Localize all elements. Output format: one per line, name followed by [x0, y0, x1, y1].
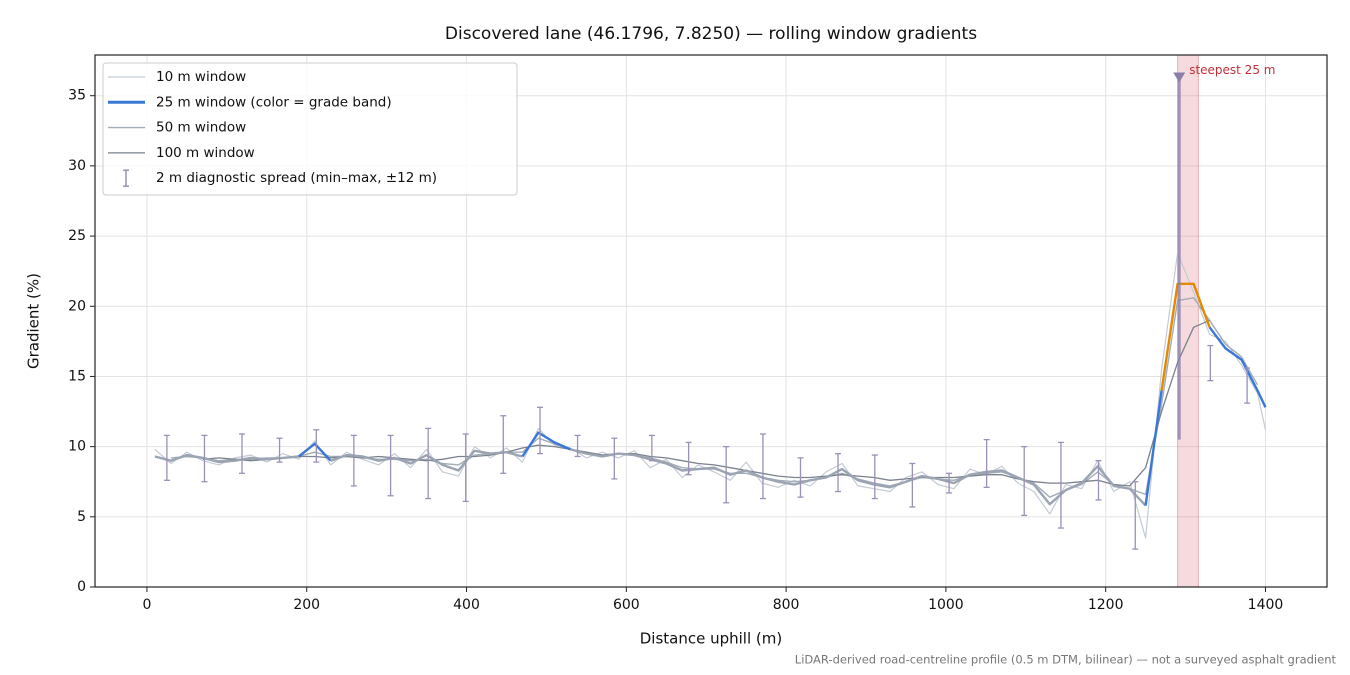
error-bar: [909, 462, 916, 508]
x-axis-label: Distance uphill (m): [640, 630, 782, 648]
error-bar: [462, 433, 469, 503]
error-bar: [648, 434, 655, 462]
x-tick-label: 1000: [928, 597, 964, 613]
legend-label: 10 m window: [156, 69, 246, 85]
x-tick-label: 0: [142, 597, 151, 613]
error-bar: [313, 429, 320, 463]
error-bar: [946, 472, 953, 494]
error-bar: [350, 434, 357, 487]
error-bar: [835, 452, 842, 493]
x-tick-label: 600: [613, 597, 640, 613]
y-tick-label: 20: [68, 298, 86, 314]
error-bar: [797, 457, 804, 498]
error-bar: [537, 406, 544, 455]
plot-frame: [94, 54, 1328, 588]
error-bar: [1095, 460, 1102, 501]
legend-label: 50 m window: [156, 120, 246, 136]
legend-label: 25 m window (color = grade band): [156, 94, 392, 110]
legend-box: [102, 62, 518, 196]
legend-label: 100 m window: [156, 145, 255, 161]
series-line: [1144, 390, 1163, 506]
footnote: LiDAR-derived road-centreline profile (0…: [795, 653, 1337, 667]
series-line: [154, 453, 299, 464]
y-tick-label: 25: [68, 228, 86, 244]
error-bar: [574, 434, 581, 458]
y-tick-label: 15: [68, 368, 86, 384]
x-tick-label: 400: [453, 597, 480, 613]
legend-label: 2 m diagnostic spread (min–max, ±12 m): [156, 170, 437, 186]
error-bar: [723, 445, 730, 504]
error-bar: [1132, 481, 1139, 550]
series-line: [1208, 326, 1267, 408]
error-bar: [239, 433, 246, 474]
y-tick-label: 30: [68, 158, 86, 174]
error-bar: [387, 434, 394, 497]
series-line: [1160, 282, 1211, 391]
chart-title: Discovered lane (46.1796, 7.8250) — roll…: [445, 24, 977, 44]
error-bar: [871, 454, 878, 500]
y-tick-label: 35: [68, 88, 86, 104]
steepest-label: steepest 25 m: [1189, 63, 1275, 77]
error-bar: [685, 441, 692, 476]
error-bar: [500, 415, 507, 474]
x-tick-label: 200: [293, 597, 320, 613]
series-line: [202, 319, 1210, 487]
x-tick-label: 1200: [1088, 597, 1124, 613]
error-bar: [163, 434, 170, 481]
series-line: [297, 442, 332, 462]
x-tick-label: 800: [773, 597, 800, 613]
series-line: [521, 431, 571, 458]
steepest-band: [1177, 54, 1199, 588]
y-axis-label: Gradient (%): [25, 273, 43, 369]
error-bar: [759, 433, 766, 500]
error-bar: [276, 437, 283, 463]
error-bar: [425, 427, 432, 500]
error-bar: [983, 438, 990, 488]
x-tick-label: 1400: [1248, 597, 1284, 613]
error-bar: [1207, 344, 1214, 382]
error-bar: [611, 437, 618, 480]
series-line: [330, 449, 523, 472]
error-bar: [201, 434, 208, 483]
legend: 10 m window 25 m window (color = grade ba…: [102, 62, 518, 196]
error-bar: [1244, 367, 1251, 404]
error-bar: [1021, 445, 1028, 517]
steepest-marker: [1173, 72, 1186, 83]
y-tick-label: 10: [68, 439, 86, 455]
y-tick-label: 5: [77, 509, 86, 525]
error-bar: [1057, 441, 1064, 529]
series-line: [570, 448, 1147, 507]
y-tick-label: 0: [77, 579, 86, 595]
